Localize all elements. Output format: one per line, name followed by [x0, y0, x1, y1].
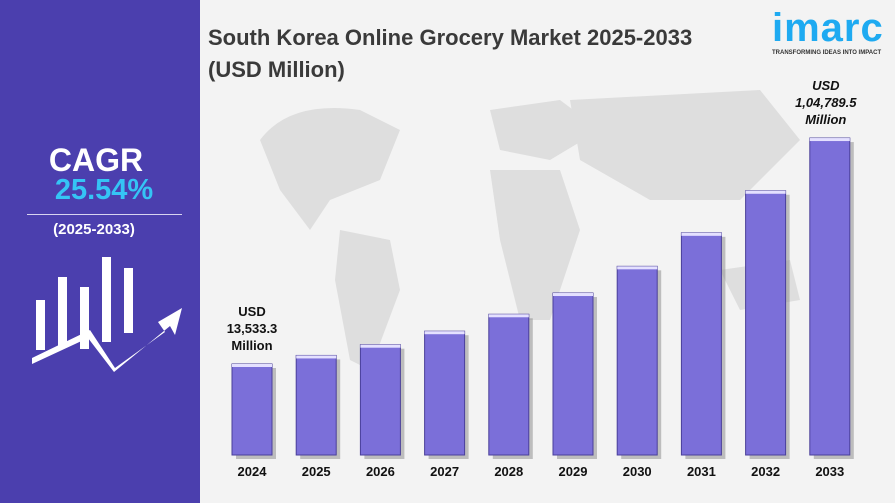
cagr-value: 25.54%: [54, 174, 154, 206]
data-label: Million: [231, 338, 272, 353]
bar-2028: [488, 313, 530, 456]
x-tick-label: 2027: [430, 464, 459, 479]
bar-highlight: [617, 266, 658, 270]
cagr-label: CAGR: [48, 142, 144, 178]
world-map-background: [260, 90, 800, 370]
logo-tagline: TRANSFORMING IDEAS INTO IMPACT: [772, 50, 882, 56]
divider: [27, 214, 182, 215]
bar-highlight: [424, 331, 465, 335]
x-tick-label: 2031: [687, 464, 716, 479]
data-label: Million: [805, 112, 846, 127]
bar-2024: [231, 363, 273, 456]
bar-2033: [809, 137, 851, 456]
bar-2032: [745, 190, 787, 456]
bar-2031: [680, 232, 722, 456]
bar-2030: [616, 265, 658, 456]
x-tick-label: 2024: [238, 464, 268, 479]
bar-highlight: [488, 314, 529, 318]
chart-title: South Korea Online Grocery Market 2025-2…: [208, 25, 693, 82]
bar-chart-growth-arrow-icon: [32, 257, 182, 372]
bar-2029: [552, 292, 594, 456]
bar-highlight: [296, 355, 337, 359]
bar-highlight: [232, 364, 272, 368]
bar-2027: [424, 330, 466, 456]
bar-highlight: [360, 344, 401, 348]
bar-highlight: [681, 232, 722, 236]
data-label: USD: [812, 78, 840, 93]
imarc-logo: imarc TRANSFORMING IDEAS INTO IMPACT: [772, 8, 894, 56]
sidebar-panel: CAGR 25.54% (2025-2033): [0, 0, 200, 503]
bar-highlight: [553, 293, 593, 297]
x-tick-label: 2030: [623, 464, 652, 479]
x-tick-label: 2029: [559, 464, 588, 479]
bar-2026: [359, 344, 401, 456]
x-tick-label: 2026: [366, 464, 395, 479]
bar-highlight: [809, 138, 850, 142]
bar-chart: 2024 USD 13,533.3 Million 2025 2026 2027 2028 20…: [227, 78, 858, 479]
logo-word: imarc: [772, 6, 884, 50]
x-tick-label: 2028: [494, 464, 523, 479]
x-tick-label: 2025: [302, 464, 331, 479]
bar-2025: [295, 354, 337, 456]
data-label: 13,533.3: [227, 321, 278, 336]
data-label: 1,04,789.5: [795, 95, 857, 110]
cagr-period: (2025-2033): [53, 221, 135, 238]
data-label: USD: [238, 304, 265, 319]
x-tick-label: 2033: [815, 464, 844, 479]
bar-highlight: [745, 190, 786, 194]
x-tick-label: 2032: [751, 464, 780, 479]
